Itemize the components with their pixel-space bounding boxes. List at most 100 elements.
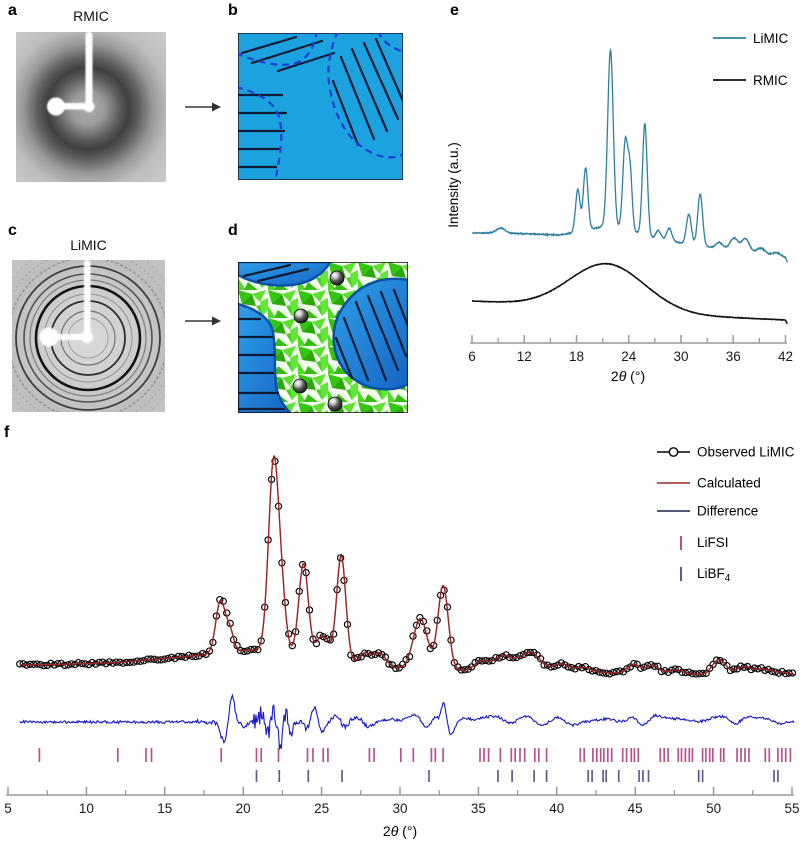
rmic-curve <box>471 262 788 325</box>
observed-point <box>650 662 659 670</box>
observed-point <box>336 554 345 562</box>
calculated-legend-label: Calculated <box>697 476 761 491</box>
polymer-matrix <box>238 33 403 180</box>
observed-point <box>671 665 679 673</box>
beam-stop <box>39 260 93 347</box>
observed-point <box>381 653 390 661</box>
observed-point <box>392 664 400 673</box>
libf4-legend-label: LiBF4 <box>697 566 731 584</box>
libf4-bragg-ticks <box>255 770 779 782</box>
legend-e: LiMIC RMIC <box>713 31 789 88</box>
difference-legend-label: Difference <box>697 504 758 519</box>
tick-label: 36 <box>726 349 741 364</box>
tick-label: 50 <box>706 801 721 816</box>
observed-point <box>312 639 321 648</box>
tick-label: 35 <box>471 801 486 816</box>
limic-schematic <box>238 262 408 413</box>
observed-point <box>288 642 296 650</box>
panel-a-title: RMIC <box>73 8 109 24</box>
amorphous-domains <box>238 262 408 413</box>
observed-point <box>450 659 459 667</box>
observed-point <box>129 658 138 666</box>
observed-point <box>316 631 324 639</box>
x-axis-f: 5 10 15 20 25 30 35 40 45 50 55 <box>4 787 800 816</box>
rmic-schematic <box>238 33 403 180</box>
tick-label: 10 <box>79 801 94 816</box>
chain-hatch-lines <box>238 35 403 169</box>
observed-point <box>723 662 731 670</box>
observed-point <box>385 660 393 668</box>
tick-label: 5 <box>4 801 12 816</box>
observed-legend-label: Observed LiMIC <box>697 445 795 460</box>
observed-point <box>60 661 69 670</box>
tick-label: 40 <box>549 801 564 816</box>
observed-point <box>536 655 545 663</box>
observed-point <box>64 661 72 669</box>
observed-point <box>240 647 248 656</box>
observed-point <box>16 660 24 668</box>
observed-point <box>374 649 383 657</box>
observed-point <box>399 660 407 669</box>
tick-label: 15 <box>157 801 172 816</box>
lithium-ions <box>292 270 345 412</box>
panel-d-label: d <box>228 222 238 239</box>
observed-point <box>519 650 528 659</box>
observed-point <box>192 652 200 661</box>
tick-label: 6 <box>468 349 476 364</box>
panel-f-label: f <box>4 424 10 441</box>
observed-data-circles <box>16 457 797 678</box>
observed-point <box>323 635 331 643</box>
lifsi-bragg-ticks <box>38 748 792 762</box>
beam-stop <box>47 32 95 116</box>
observed-point <box>205 647 214 655</box>
limic-curve <box>471 47 788 263</box>
xrd-comparison-chart: LiMIC RMIC Intensity (a.u.) 6 12 18 24 30 36 4… <box>446 31 793 384</box>
observed-point <box>354 653 362 662</box>
chain-hatch-lines <box>238 263 408 411</box>
rmic-legend-label: RMIC <box>753 73 788 88</box>
panel-c-label: c <box>8 222 17 239</box>
observed-trace-line <box>19 455 795 676</box>
observed-point <box>157 656 165 664</box>
tick-label: 18 <box>569 349 584 364</box>
panel-c-title: LiMIC <box>70 237 107 253</box>
panel-a-label: a <box>8 2 17 19</box>
observed-point <box>105 658 114 666</box>
x-axis-e: 6 12 18 24 30 36 42 <box>468 335 793 364</box>
observed-point <box>775 669 783 677</box>
x-axis-label: 2θ (°) <box>383 823 417 839</box>
observed-point <box>647 661 655 669</box>
observed-point <box>543 661 552 669</box>
observed-point <box>605 670 614 678</box>
rmic-diffraction-image <box>16 32 166 182</box>
tick-label: 24 <box>621 349 637 364</box>
tick-label: 45 <box>628 801 643 816</box>
observed-point <box>119 659 127 667</box>
panel-b-label: b <box>228 2 238 19</box>
x-axis-label: 2θ (°) <box>611 368 645 384</box>
legend-f: Observed LiMIC Calculated Difference LiF… <box>657 445 795 584</box>
observed-point <box>40 662 48 670</box>
observed-point <box>630 659 638 668</box>
arrow-right-icon <box>185 102 221 112</box>
observed-point <box>364 649 372 658</box>
observed-point <box>74 659 83 667</box>
arrow-right-icon <box>185 316 221 326</box>
tick-label: 12 <box>517 349 532 364</box>
observed-point <box>126 658 134 667</box>
tick-label: 30 <box>673 349 688 364</box>
tick-label: 30 <box>392 801 407 816</box>
observed-point <box>709 660 717 669</box>
tick-label: 42 <box>778 349 793 364</box>
observed-point <box>547 663 555 671</box>
observed-point <box>574 662 583 671</box>
rietveld-refinement-chart: Observed LiMIC Calculated Difference LiF… <box>4 445 800 840</box>
observed-point <box>92 660 100 668</box>
observed-point <box>154 656 162 664</box>
tick-label: 25 <box>314 801 329 816</box>
domain-boundaries-dashed <box>238 33 403 180</box>
difference-curve <box>19 693 795 750</box>
limic-legend-label: LiMIC <box>753 31 789 46</box>
observed-point <box>367 651 376 659</box>
